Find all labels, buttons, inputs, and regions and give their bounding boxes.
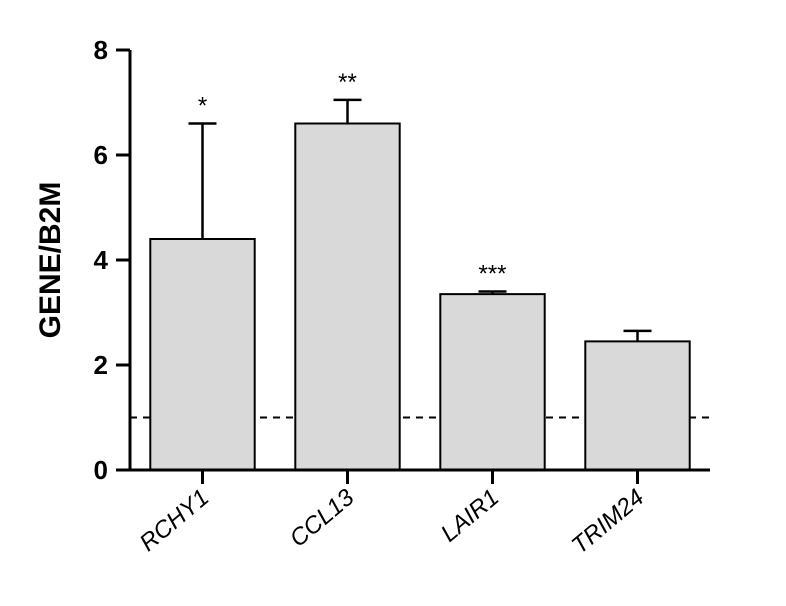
y-tick-label: 2 <box>94 350 108 380</box>
bar <box>585 341 689 470</box>
bar <box>295 124 399 471</box>
significance-label: ** <box>338 69 357 96</box>
significance-label: *** <box>478 261 506 288</box>
bar <box>440 294 544 470</box>
bar <box>150 239 254 470</box>
bar-chart: *RCHY1**CCL13***LAIR1TRIM2402468GENE/B2M <box>0 0 786 606</box>
significance-label: * <box>198 93 207 120</box>
y-tick-label: 0 <box>94 455 108 485</box>
chart-svg: *RCHY1**CCL13***LAIR1TRIM2402468GENE/B2M <box>0 0 786 606</box>
y-tick-label: 6 <box>94 140 108 170</box>
y-tick-label: 4 <box>94 245 109 275</box>
y-tick-label: 8 <box>94 35 108 65</box>
y-axis-label: GENE/B2M <box>34 182 67 339</box>
